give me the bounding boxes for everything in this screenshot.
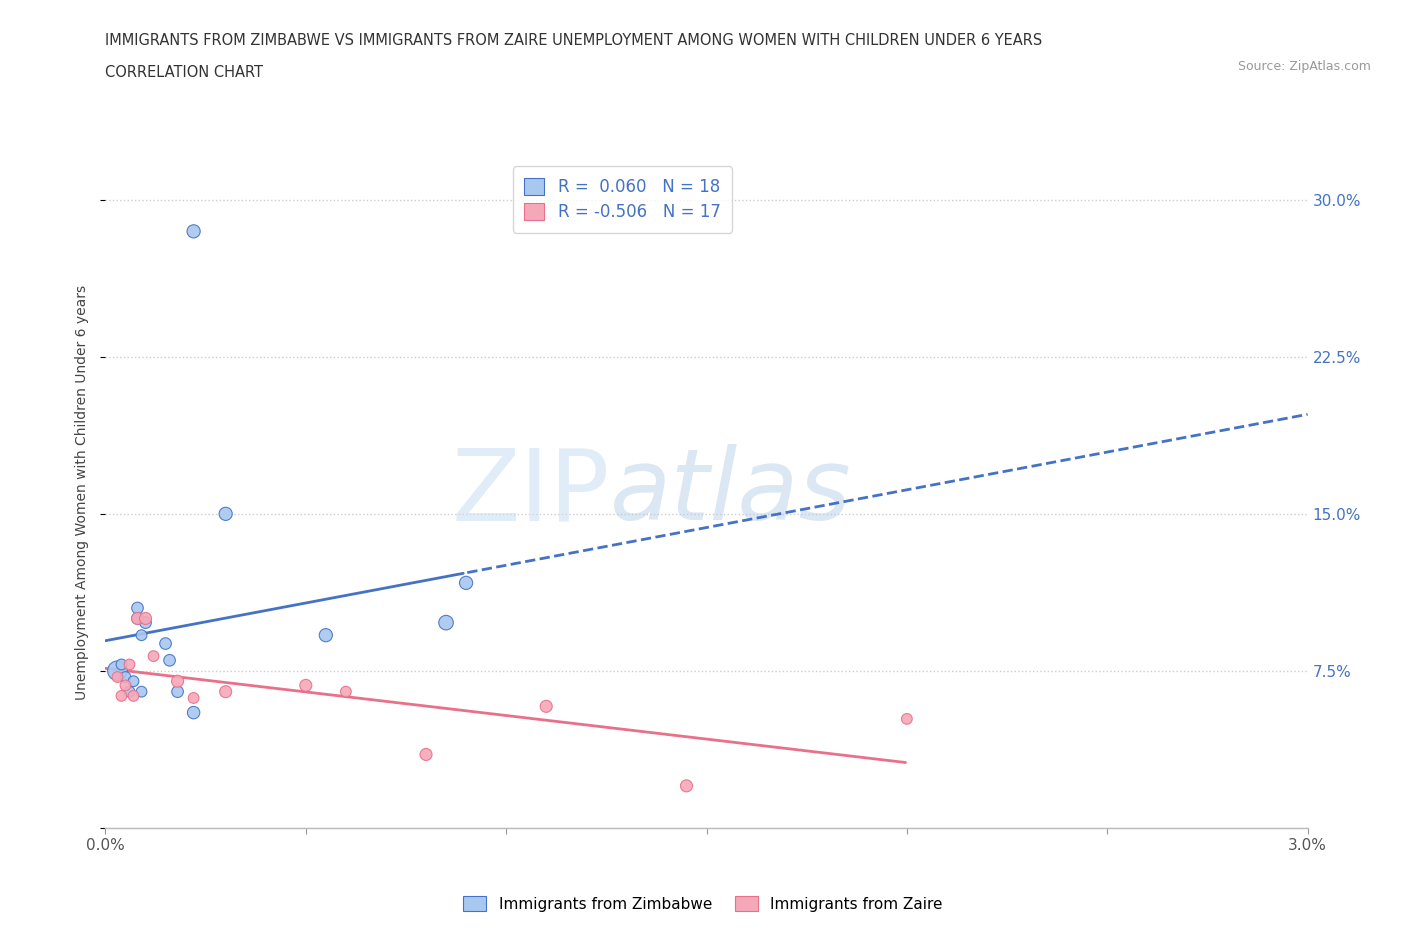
Legend: R =  0.060   N = 18, R = -0.506   N = 17: R = 0.060 N = 18, R = -0.506 N = 17 [513,166,733,232]
Point [135,616,157,631]
Text: Source: ZipAtlas.com: Source: ZipAtlas.com [1237,60,1371,73]
Legend: Immigrants from Zimbabwe, Immigrants from Zaire: Immigrants from Zimbabwe, Immigrants fro… [457,889,949,918]
Text: CORRELATION CHART: CORRELATION CHART [105,65,263,80]
Point [335,684,357,699]
Point [127,611,149,626]
Point [415,747,437,762]
Point [166,673,188,688]
Point [675,778,697,793]
Text: atlas: atlas [610,445,852,541]
Point [127,601,149,616]
Point [454,576,477,591]
Point [214,506,236,521]
Point [183,690,205,706]
Point [183,705,205,720]
Point [159,653,181,668]
Point [534,699,557,714]
Point [434,616,457,631]
Text: ZIP: ZIP [451,445,610,541]
Point [122,688,145,703]
Point [142,649,165,664]
Y-axis label: Unemployment Among Women with Children Under 6 years: Unemployment Among Women with Children U… [76,286,90,700]
Point [107,670,129,684]
Point [118,657,141,671]
Point [110,657,132,671]
Point [155,636,177,651]
Point [110,688,132,703]
Point [183,224,205,239]
Point [122,673,145,688]
Point [107,663,129,678]
Point [118,684,141,699]
Point [114,670,136,684]
Point [214,684,236,699]
Point [131,628,153,643]
Point [315,628,337,643]
Point [896,711,918,726]
Text: IMMIGRANTS FROM ZIMBABWE VS IMMIGRANTS FROM ZAIRE UNEMPLOYMENT AMONG WOMEN WITH : IMMIGRANTS FROM ZIMBABWE VS IMMIGRANTS F… [105,33,1043,47]
Point [295,678,318,693]
Point [114,678,136,693]
Point [127,611,149,626]
Point [166,684,188,699]
Point [135,611,157,626]
Point [131,684,153,699]
